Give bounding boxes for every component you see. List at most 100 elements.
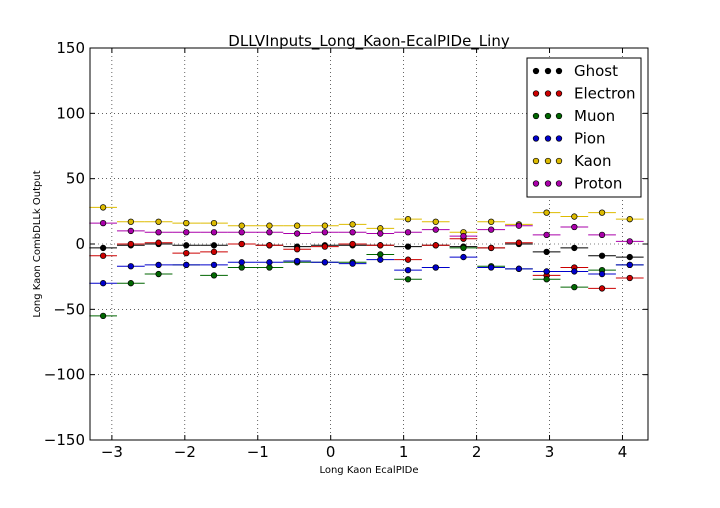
kaon-point: [210, 219, 218, 227]
muon-point: [404, 276, 412, 283]
electron-point: [155, 239, 162, 246]
proton-point: [598, 231, 606, 239]
ghost-point: [210, 242, 218, 249]
pion-point: [432, 264, 439, 271]
y-tick-label: −50: [53, 300, 85, 318]
kaon-point: [155, 218, 162, 225]
kaon-point: [238, 222, 245, 229]
proton-point: [543, 231, 550, 239]
series-layer: [89, 204, 644, 320]
proton-point: [377, 230, 384, 237]
proton-point: [155, 229, 162, 236]
kaon-point: [266, 222, 273, 229]
proton-point: [238, 229, 245, 236]
pion-point: [155, 261, 162, 269]
kaon-point: [488, 218, 495, 225]
legend-label: Muon: [574, 107, 615, 125]
legend-marker: [555, 135, 563, 142]
legend: Ghost Electron Muon Pion Kaon Proton: [526, 57, 642, 198]
legend-marker: [544, 157, 552, 165]
legend-box: [526, 57, 642, 198]
y-tick-label: 100: [56, 104, 85, 122]
proton-point: [404, 229, 412, 236]
legend-label: Proton: [574, 175, 622, 193]
ghost-point: [183, 242, 190, 249]
electron-point: [99, 252, 107, 259]
y-tick-label: 0: [75, 235, 85, 253]
pion-point: [598, 270, 606, 278]
legend-marker: [532, 67, 540, 75]
series-kaon: [89, 204, 644, 236]
pion-point: [571, 268, 578, 275]
x-axis-label: Long Kaon EcalPIDe: [319, 465, 418, 476]
legend-marker: [532, 180, 540, 187]
proton-point: [488, 226, 495, 233]
kaon-point: [598, 209, 606, 216]
legend-marker: [555, 112, 563, 120]
legend-item-proton: Proton: [532, 175, 622, 193]
electron-point: [349, 240, 356, 248]
proton-point: [432, 226, 439, 233]
electron-point: [404, 256, 412, 263]
kaon-point: [321, 222, 329, 229]
muon-point: [460, 244, 467, 252]
legend-item-muon: Muon: [532, 107, 615, 125]
kaon-point: [294, 222, 301, 229]
kaon-point: [183, 219, 190, 227]
x-tick-label: 0: [326, 443, 336, 461]
proton-point: [571, 223, 578, 231]
electron-point: [321, 243, 329, 250]
pion-point: [488, 264, 495, 271]
electron-point: [488, 244, 495, 252]
proton-point: [210, 229, 218, 236]
legend-marker: [555, 90, 563, 97]
kaon-point: [377, 225, 384, 232]
legend-marker: [555, 180, 563, 187]
proton-point: [127, 227, 134, 235]
legend-label: Ghost: [574, 62, 618, 80]
pion-point: [321, 259, 329, 266]
muon-point: [238, 264, 245, 271]
x-tick-label: −2: [174, 443, 196, 461]
series-pion: [89, 253, 644, 287]
pion-point: [377, 256, 384, 263]
pion-point: [294, 257, 301, 265]
x-tick-label: 2: [472, 443, 482, 461]
kaon-point: [543, 209, 550, 216]
legend-marker: [544, 67, 552, 75]
y-tick-label: 150: [56, 39, 85, 57]
kaon-point: [127, 218, 134, 225]
muon-point: [266, 264, 273, 271]
muon-point: [210, 272, 218, 279]
ghost-point: [571, 244, 578, 252]
kaon-point: [432, 218, 439, 225]
proton-point: [515, 222, 523, 229]
pion-point: [404, 266, 412, 274]
pion-point: [127, 263, 134, 270]
kaon-point: [626, 216, 633, 223]
chart-title: DLLVInputs_Long_Kaon-EcalPIDe_Liny: [228, 32, 510, 51]
electron-point: [183, 249, 190, 257]
legend-marker: [544, 112, 552, 120]
y-tick-label: −100: [44, 366, 85, 384]
ticks: −3 −2 −1 0 1 2 3 4 −150 −100 −50 0 50 100 150: [44, 39, 648, 461]
ghost-point: [543, 248, 550, 255]
electron-point: [238, 240, 245, 248]
muon-point: [99, 312, 107, 320]
pion-point: [349, 260, 356, 267]
legend-label: Kaon: [574, 152, 611, 170]
ghost-point: [99, 244, 107, 252]
kaon-point: [349, 221, 356, 228]
electron-point: [626, 274, 633, 282]
ghost-point: [404, 243, 412, 250]
electron-point: [210, 248, 218, 255]
ghost-point: [626, 253, 633, 261]
x-tick-label: 4: [618, 443, 628, 461]
proton-point: [460, 233, 467, 240]
proton-point: [294, 230, 301, 237]
legend-marker: [532, 90, 540, 97]
legend-item-pion: Pion: [532, 130, 606, 148]
electron-point: [598, 285, 606, 292]
legend-item-electron: Electron: [532, 85, 636, 103]
